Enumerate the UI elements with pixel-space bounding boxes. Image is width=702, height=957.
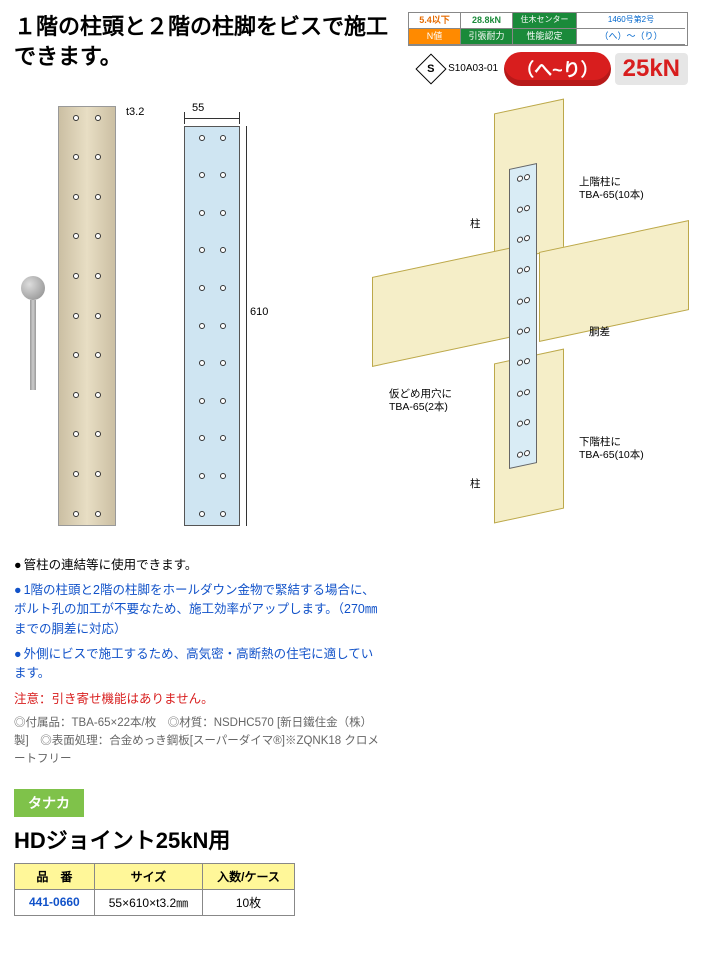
spec-label-tension: 引張耐力: [461, 29, 513, 45]
rating-badge: （へ~り）: [504, 52, 611, 86]
td-qty: 10枚: [203, 889, 295, 915]
s-code: S10A03-01: [448, 63, 498, 74]
screw-illustration: [18, 276, 48, 396]
spec-tension: 28.8kN: [461, 13, 513, 29]
note-spec: ◎付属品：TBA-65×22本/枚 ◎材質：NSDHC570 [新日鐵住金（株）…: [14, 715, 384, 768]
product-name: HDジョイント25kN用: [14, 823, 688, 855]
td-partno: 441-0660: [15, 889, 95, 915]
callout-lower: 下階柱に TBA-65(10本): [579, 436, 644, 463]
spec-range: （へ）～（り）: [577, 29, 685, 45]
dim-line-width: [184, 118, 240, 119]
spec-label-n: N値: [409, 29, 461, 45]
s-mark-icon: S: [416, 53, 447, 84]
dim-width: 55: [192, 102, 204, 114]
dim-height: 610: [250, 306, 268, 318]
callout-temp: 仮どめ用穴に TBA-65(2本): [389, 388, 479, 415]
note-warning: 注意：引き寄せ機能はありません。: [14, 690, 384, 709]
label-post-bot: 柱: [470, 476, 481, 491]
label-post-top: 柱: [470, 216, 481, 231]
dim-thickness: t3.2: [126, 106, 144, 118]
callout-beam: 胴差: [589, 326, 610, 340]
spec-table: 5.4以下 28.8kN 住木センター 1460号第2号 N値 引張耐力 性能認…: [408, 12, 688, 46]
spec-n-value: 5.4以下: [409, 13, 461, 29]
note-2: 1階の柱頭と2階の柱脚をホールダウン金物で緊結する場合に、ボルト孔の加工が不要な…: [14, 581, 384, 639]
plate-drawing: [184, 126, 240, 526]
spec-cert-no: 1460号第2号: [577, 13, 685, 29]
headline: １階の柱頭と２階の柱脚をビスで施工できます。: [14, 12, 400, 71]
rating-kn: 25kN: [615, 53, 688, 85]
th-size: サイズ: [94, 863, 202, 889]
th-partno: 品 番: [15, 863, 95, 889]
spec-label-cert: 性能認定: [513, 29, 577, 45]
spec-cert-org: 住木センター: [513, 13, 577, 29]
notes: 管柱の連結等に使用できます。 1階の柱頭と2階の柱脚をホールダウン金物で緊結する…: [14, 556, 384, 769]
dim-line-height: [246, 126, 247, 526]
iso-diagram: 柱 柱 上階柱に TBA-65(10本) 胴差 下階柱に TBA-65(10本)…: [354, 106, 688, 526]
td-size: 55×610×t3.2㎜: [94, 889, 202, 915]
th-qty: 入数/ケース: [203, 863, 295, 889]
callout-upper: 上階柱に TBA-65(10本): [579, 176, 644, 203]
plate-photo: [58, 106, 116, 526]
note-3: 外側にビスで施工するため、高気密・高断熱の住宅に適しています。: [14, 645, 384, 684]
product-table: 品 番 サイズ 入数/ケース 441-0660 55×610×t3.2㎜ 10枚: [14, 863, 295, 916]
diagram-area: t3.2 55 610: [14, 106, 688, 526]
brand-label: タナカ: [14, 789, 84, 817]
note-1: 管柱の連結等に使用できます。: [14, 556, 384, 575]
